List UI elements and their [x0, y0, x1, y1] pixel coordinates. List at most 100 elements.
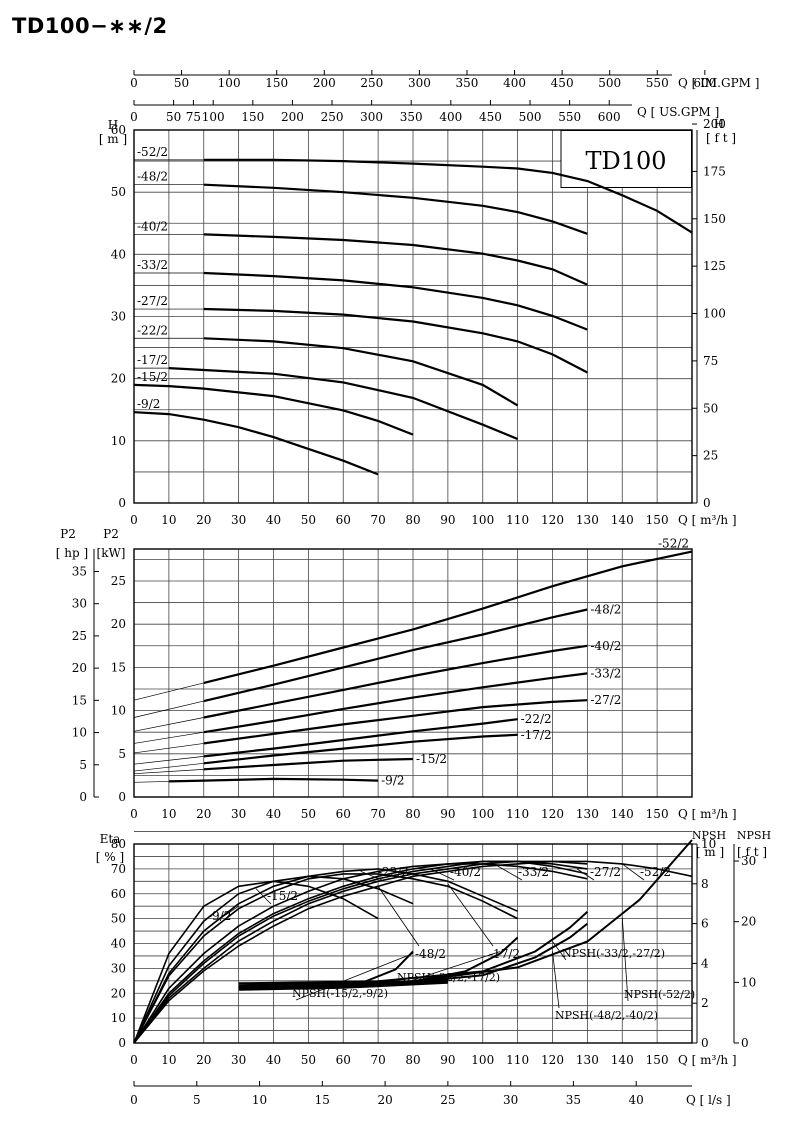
head-y-tick-label: 30 — [111, 310, 126, 324]
eta-curve — [133, 875, 414, 1044]
us-gpm-tick-label: 400 — [439, 110, 462, 124]
power-extension-line — [133, 781, 169, 783]
head-frame — [133, 129, 693, 504]
head-x-tick-label: 120 — [541, 513, 564, 527]
head-curve — [203, 337, 519, 407]
power-curve — [203, 608, 588, 703]
head-x-tick-label: 50 — [301, 513, 316, 527]
im-gpm-tick-label: 550 — [646, 76, 669, 90]
eta-x-tick-label: 120 — [541, 1053, 564, 1067]
us-gpm-tick-label: 300 — [360, 110, 383, 124]
power-hp-tick-label: 35 — [72, 564, 87, 578]
us-gpm-tick-label: 500 — [519, 110, 542, 124]
power-hp-unit: [ hp ] — [56, 546, 88, 560]
power-extension-line — [133, 731, 204, 744]
im-gpm-tick-label: 100 — [218, 76, 241, 90]
eta-series-label: -22/2 — [378, 865, 409, 879]
power-kw-tick-label: 0 — [118, 790, 126, 804]
power-hp-tick-label: 5 — [79, 758, 87, 772]
power-series-label: -17/2 — [521, 728, 552, 742]
power-curve — [203, 644, 588, 719]
head-x-tick-label: 100 — [471, 513, 494, 527]
power-kw-tick-label: 5 — [118, 747, 126, 761]
eta-tick-label: 0 — [118, 1036, 126, 1050]
power-x-tick-label: 10 — [161, 807, 176, 821]
power-kw-tick-label: 15 — [111, 660, 126, 674]
ls-label: Q [ l/s ] — [686, 1093, 731, 1107]
eta-curve — [133, 863, 588, 1044]
eta-leader-line — [447, 883, 494, 947]
head-x-tick-label: 150 — [646, 513, 669, 527]
power-hp-label: P2 — [60, 527, 76, 541]
npsh-series-label: NPSH(-22/2,-17/2) — [397, 971, 500, 984]
eta-leader-line — [255, 888, 272, 905]
im-gpm-tick-label: 150 — [265, 76, 288, 90]
power-series-label: -15/2 — [416, 752, 447, 766]
im-gpm-tick-label: 350 — [456, 76, 479, 90]
power-series-label: -48/2 — [590, 602, 621, 616]
eta-x-tick-label: 0 — [130, 1053, 138, 1067]
npsh-m-tick-label: 4 — [701, 956, 709, 970]
head-x-tick-label: 10 — [161, 513, 176, 527]
ls-tick-label: 15 — [315, 1093, 330, 1107]
head-y-tick-label: 10 — [111, 434, 126, 448]
ls-tick-label: 20 — [377, 1093, 392, 1107]
power-curve — [203, 757, 414, 771]
power-kw-tick-label: 20 — [111, 617, 126, 631]
im-gpm-tick-label: 450 — [551, 76, 574, 90]
power-x-tick-label: 20 — [196, 807, 211, 821]
eta-series-label: -33/2 — [518, 865, 549, 879]
efficiency-frame — [133, 843, 693, 1044]
npsh-m-tick-label: 6 — [701, 917, 709, 931]
eta-x-tick-label: 50 — [301, 1053, 316, 1067]
ls-tick-label: 5 — [193, 1093, 201, 1107]
power-hp-tick-label: 15 — [72, 693, 87, 707]
npsh-m-tick-label: 8 — [701, 877, 709, 891]
power-hp-tick-label: 0 — [79, 790, 87, 804]
eta-tick-label: 50 — [111, 912, 126, 926]
us-gpm-tick-label: 250 — [321, 110, 344, 124]
npsh-m-tick-label: 0 — [701, 1036, 709, 1050]
eta-series-label: -48/2 — [415, 947, 446, 961]
eta-curve — [133, 880, 379, 1044]
npsh-ft-label: NPSH — [737, 829, 771, 842]
head-series-label: -33/2 — [137, 258, 168, 272]
npsh-m-label: NPSH — [692, 829, 726, 842]
power-x-tick-label: 90 — [440, 807, 455, 821]
ls-tick-label: 0 — [130, 1093, 138, 1107]
power-kw-label: P2 — [103, 527, 119, 541]
head-x-tick-label: 60 — [336, 513, 351, 527]
power-x-tick-label: 100 — [471, 807, 494, 821]
npsh-m-unit: [ m ] — [696, 845, 724, 859]
head-ft-tick-label: 125 — [703, 259, 726, 273]
eta-series-label: -17/2 — [489, 947, 520, 961]
npsh-ft-tick-label: 0 — [741, 1036, 749, 1050]
head-x-tick-label: 130 — [576, 513, 599, 527]
power-extension-line — [133, 743, 204, 754]
eta-curve — [133, 860, 588, 1044]
npsh-leader-line — [295, 953, 414, 1001]
eta-leader-line — [489, 861, 523, 881]
head-x-tick-label: 110 — [506, 513, 529, 527]
eta-x-tick-label: 20 — [196, 1053, 211, 1067]
head-ft-tick-label: 25 — [703, 449, 718, 463]
head-x-tick-label: 80 — [405, 513, 420, 527]
power-series-label: -9/2 — [381, 774, 404, 788]
head-ft-tick-label: 200 — [703, 117, 726, 131]
head-curve — [133, 383, 414, 436]
power-x-tick-label: 50 — [301, 807, 316, 821]
head-y-label: H — [108, 118, 118, 132]
eta-leader-line — [211, 905, 239, 925]
npsh-ft-unit: [ f t ] — [737, 845, 767, 859]
head-series-label: -40/2 — [137, 219, 168, 233]
eta-curve — [133, 860, 693, 1044]
eta-x-tick-label: 70 — [370, 1053, 385, 1067]
us-gpm-tick-label: 150 — [241, 110, 264, 124]
power-extension-line — [133, 700, 204, 718]
eta-x-tick-label: 80 — [405, 1053, 420, 1067]
npsh-leader-line — [400, 951, 501, 985]
head-series-label: -52/2 — [137, 145, 168, 159]
head-ft-tick-label: 50 — [703, 401, 718, 415]
us-gpm-tick-label: 200 — [281, 110, 304, 124]
eta-tick-label: 40 — [111, 937, 126, 951]
